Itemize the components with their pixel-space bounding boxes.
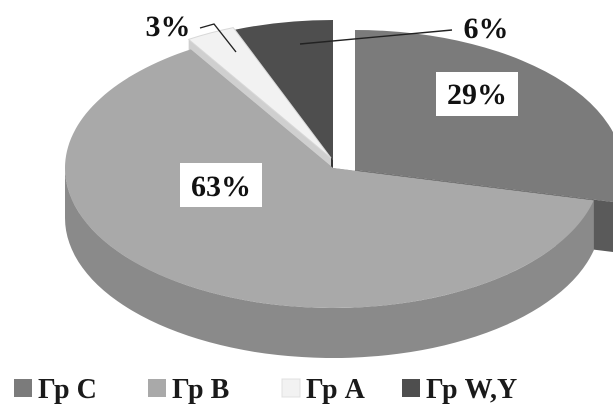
legend-swatch: [14, 379, 32, 397]
data-label-gr-c: 29%: [436, 72, 518, 116]
data-label-gr-b: 63%: [180, 163, 262, 207]
data-label-text: 29%: [447, 78, 507, 111]
pie-slices: [64, 20, 613, 358]
legend-swatch: [281, 378, 301, 398]
slice-top: [187, 27, 332, 159]
data-label-text: 63%: [191, 170, 251, 203]
data-label-gr-wy: 6%: [464, 12, 509, 45]
legend-label: Гр A: [306, 374, 366, 405]
legend-item-gr-wy: Гр W,Y: [402, 374, 517, 405]
legend-swatch: [402, 379, 420, 397]
slice-top: [64, 49, 594, 308]
legend: Гр C Гр B Гр A Гр W,Y: [14, 374, 517, 405]
leader-line-gr-wy: [299, 29, 453, 45]
data-label-text: 6%: [464, 12, 509, 45]
legend-item-gr-a: Гр A: [281, 374, 366, 405]
slice-top: [235, 20, 333, 160]
leader-line-gr-a: [199, 23, 237, 53]
legend-label: Гр C: [38, 374, 97, 405]
legend-item-gr-b: Гр B: [148, 374, 229, 405]
slice-gr-b: [64, 49, 594, 358]
legend-item-gr-c: Гр C: [14, 374, 97, 405]
legend-label: Гр B: [172, 374, 229, 405]
data-label-gr-a: 3%: [146, 10, 191, 43]
legend-swatch: [148, 379, 166, 397]
slice-top: [355, 30, 613, 203]
slice-side: [64, 168, 594, 358]
legend-label: Гр W,Y: [426, 374, 517, 405]
leader-lines: [199, 23, 453, 53]
data-label-text: 3%: [146, 10, 191, 43]
